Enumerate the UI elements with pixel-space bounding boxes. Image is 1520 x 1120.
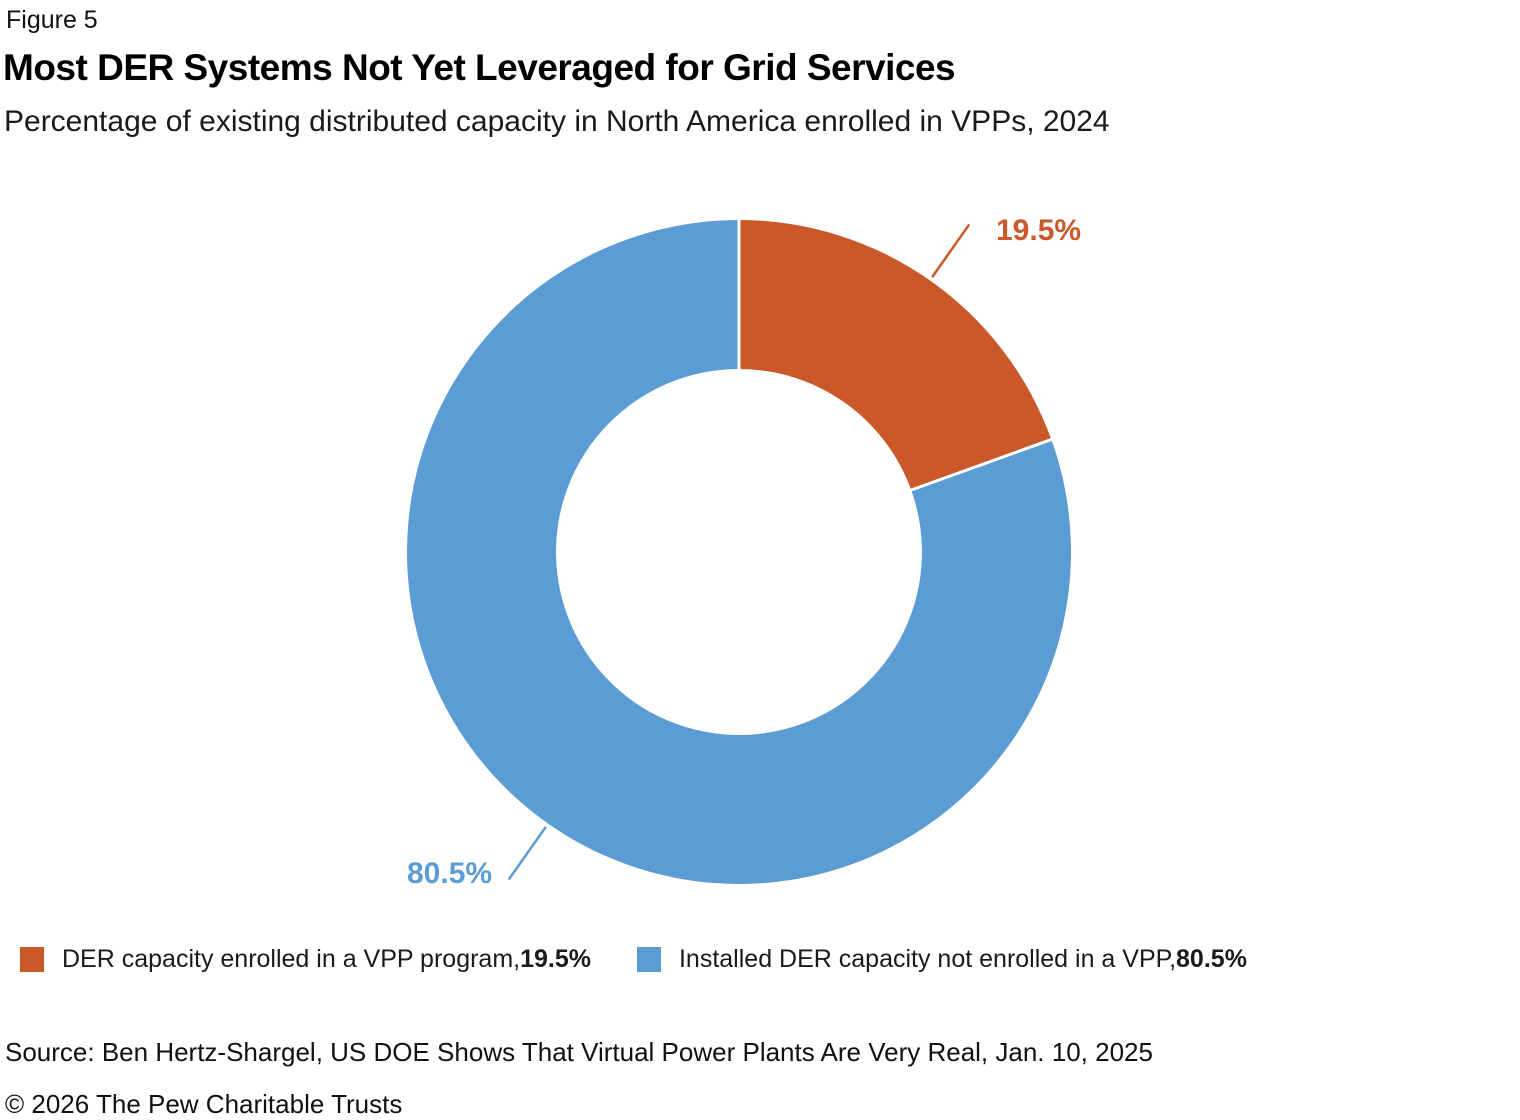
copyright-notice: © 2026 The Pew Charitable Trusts xyxy=(5,1089,403,1119)
legend-item-not-enrolled: Installed DER capacity not enrolled in a… xyxy=(636,944,1247,974)
legend: DER capacity enrolled in a VPP program, … xyxy=(20,944,1247,974)
callout-label-not-enrolled: 80.5% xyxy=(407,857,493,890)
donut-slice-1 xyxy=(739,220,1052,491)
donut-slice-2 xyxy=(406,220,1071,885)
slice-separator xyxy=(909,437,1053,492)
legend-item-value: 19.5% xyxy=(520,945,591,973)
leader-line-2 xyxy=(507,826,547,881)
figure-number: Figure 5 xyxy=(6,6,98,34)
legend-item-vpp-enrolled: DER capacity enrolled in a VPP program, … xyxy=(20,944,591,974)
callout-label-vpp-enrolled: 19.5% xyxy=(996,214,1082,247)
legend-swatch-blue-icon xyxy=(636,946,661,972)
legend-item-value: 80.5% xyxy=(1176,945,1247,973)
source-citation: Source: Ben Hertz-Shargel, US DOE Shows … xyxy=(5,1037,1153,1067)
legend-item-label: DER capacity enrolled in a VPP program, xyxy=(62,945,521,973)
legend-swatch-orange-icon xyxy=(20,946,44,972)
chart-subtitle: Percentage of existing distributed capac… xyxy=(4,105,1110,138)
legend-item-label: Installed DER capacity not enrolled in a… xyxy=(678,945,1177,973)
chart-title: Most DER Systems Not Yet Leveraged for G… xyxy=(3,47,956,88)
leader-line-1 xyxy=(931,223,971,278)
